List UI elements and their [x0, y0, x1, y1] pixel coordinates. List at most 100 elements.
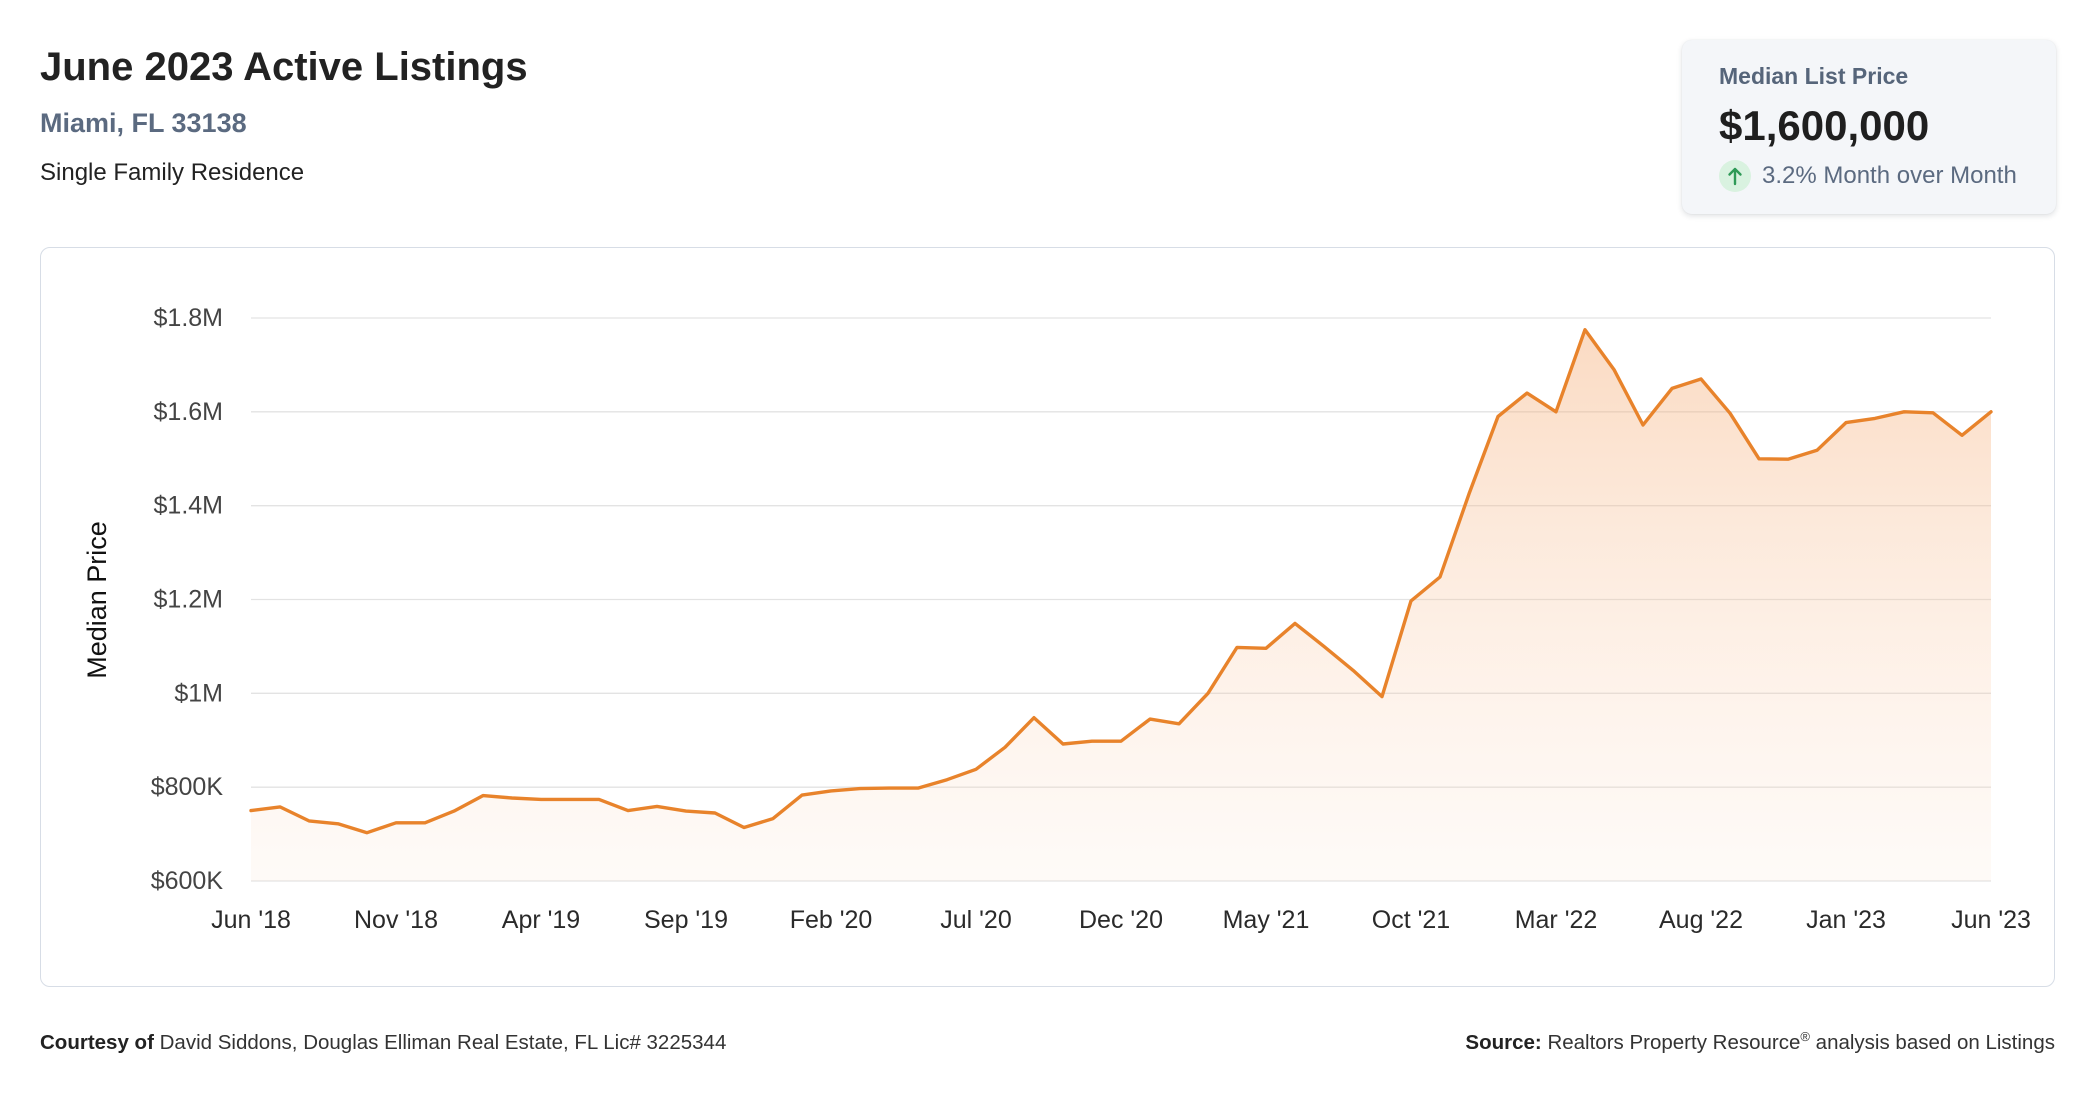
data-point: [1840, 417, 1852, 429]
data-point: [1115, 735, 1127, 747]
x-tick-label: Aug '22: [1659, 906, 1743, 934]
data-point: [593, 793, 605, 805]
x-tick-label: Jan '23: [1806, 906, 1886, 934]
data-point: [1985, 406, 1997, 418]
data-point: [941, 774, 953, 786]
courtesy-label: Courtesy of: [40, 1031, 154, 1054]
y-tick-label: $1.4M: [154, 492, 223, 520]
page-title: June 2023 Active Listings: [40, 45, 528, 89]
data-point: [1492, 411, 1504, 423]
card-value: $1,600,000: [1719, 102, 1930, 149]
data-point: [1347, 664, 1359, 676]
data-point: [245, 805, 257, 817]
data-point: [1376, 691, 1388, 703]
data-point: [332, 818, 344, 830]
data-point: [738, 822, 750, 834]
data-point: [1811, 444, 1823, 456]
series-line: [249, 328, 1993, 835]
data-point: [1753, 453, 1765, 465]
data-point: [1782, 453, 1794, 465]
x-tick-label: Oct '21: [1372, 906, 1450, 934]
data-point: [535, 793, 547, 805]
y-axis-ticks: $600K $800K $1M $1.2M $1.4M $1.6M $1.8M: [151, 304, 224, 895]
card-change: 3.2% Month over Month: [1719, 160, 2017, 192]
data-point: [448, 805, 460, 817]
data-point: [506, 792, 518, 804]
data-point: [1405, 595, 1417, 607]
data-point: [1057, 738, 1069, 750]
data-point: [854, 783, 866, 795]
data-point: [303, 815, 315, 827]
card-label: Median List Price: [1719, 63, 1909, 89]
data-point: [1231, 641, 1243, 653]
data-point: [477, 790, 489, 802]
x-tick-label: Nov '18: [354, 906, 438, 934]
x-tick-label: Dec '20: [1079, 906, 1163, 934]
y-tick-label: $1M: [174, 679, 223, 707]
data-point: [1608, 364, 1620, 376]
courtesy-text: David Siddons, Douglas Elliman Real Esta…: [159, 1031, 727, 1054]
data-point: [1550, 406, 1562, 418]
x-tick-label: Jun '18: [211, 906, 291, 934]
x-tick-label: Feb '20: [790, 906, 873, 934]
data-point: [825, 785, 837, 797]
y-tick-label: $800K: [151, 773, 224, 801]
source-name: Realtors Property Resource: [1547, 1031, 1801, 1054]
data-point: [1434, 571, 1446, 583]
data-point: [1898, 406, 1910, 418]
data-point: [1202, 687, 1214, 699]
data-point: [1927, 407, 1939, 419]
data-point: [1318, 640, 1330, 652]
data-point: [390, 817, 402, 829]
data-point: [1173, 718, 1185, 730]
data-point: [1086, 735, 1098, 747]
chart-container: $600K $800K $1M $1.2M $1.4M $1.6M $1.8M Jun '1…: [40, 247, 2055, 987]
data-point: [999, 741, 1011, 753]
data-point: [651, 800, 663, 812]
gridlines: [251, 317, 1991, 882]
data-point: [1637, 419, 1649, 431]
y-tick-label: $1.8M: [154, 304, 223, 332]
data-point: [912, 782, 924, 794]
arrow-up-icon-graphic: [1728, 167, 1742, 186]
location-subtitle: Miami, FL 33138: [40, 108, 247, 138]
x-tick-label: Jun '23: [1951, 906, 2031, 934]
data-point: [622, 805, 634, 817]
x-tick-label: May '21: [1223, 906, 1310, 934]
data-point: [1028, 712, 1040, 724]
registered-mark: ®: [1800, 1029, 1810, 1045]
footer-courtesy: Courtesy of David Siddons, Douglas Ellim…: [40, 1030, 726, 1056]
median-list-price-card: Median List Price $1,600,000 3.2% Month …: [1682, 40, 2056, 214]
data-point: [1260, 642, 1272, 654]
data-point: [1463, 488, 1475, 500]
price-chart: $600K $800K $1M $1.2M $1.4M $1.6M $1.8M Jun '1…: [82, 304, 2031, 934]
x-tick-label: Jul '20: [940, 906, 1011, 934]
data-point: [1956, 429, 1968, 441]
footer-source: Source: Realtors Property Resource® anal…: [1465, 1030, 2055, 1056]
data-point: [1289, 617, 1301, 629]
y-tick-label: $1.6M: [154, 398, 223, 426]
data-point: [1579, 324, 1591, 336]
data-point: [361, 827, 373, 839]
data-point: [1144, 713, 1156, 725]
data-point: [1521, 387, 1533, 399]
arrow-up-icon: [1719, 160, 1751, 192]
data-point: [1869, 412, 1881, 424]
y-axis-label: Median Price: [82, 521, 112, 679]
data-point: [796, 789, 808, 801]
change-text: 3.2% Month over Month: [1762, 162, 2017, 189]
y-tick-label: $1.2M: [154, 586, 223, 614]
x-tick-label: Sep '19: [644, 906, 728, 934]
y-tick-label: $600K: [151, 867, 224, 895]
data-point: [419, 817, 431, 829]
source-text: analysis based on Listings: [1815, 1031, 2055, 1054]
data-point: [1724, 407, 1736, 419]
data-point: [564, 793, 576, 805]
property-type-label: Single Family Residence: [40, 159, 305, 186]
x-tick-label: Apr '19: [502, 906, 580, 934]
x-tick-label: Mar '22: [1515, 906, 1598, 934]
data-point: [709, 807, 721, 819]
data-point: [680, 805, 692, 817]
source-label: Source:: [1465, 1031, 1542, 1054]
data-point: [970, 763, 982, 775]
